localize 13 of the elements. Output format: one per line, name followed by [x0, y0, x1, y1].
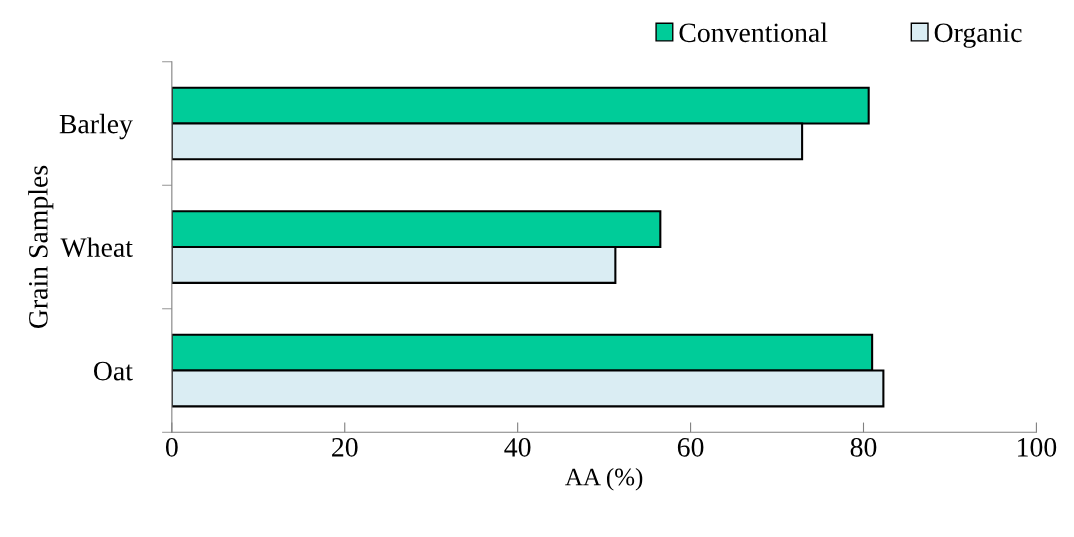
y-tick-label: Oat: [93, 361, 133, 381]
x-tick-label: 40: [504, 437, 531, 457]
y-tick-label: Barley: [59, 113, 133, 140]
x-tick-label: 0: [165, 437, 178, 457]
x-tick-label: 100: [1018, 437, 1057, 457]
x-tick-label: 20: [332, 437, 358, 457]
y-tick-label: Wheat: [60, 237, 133, 258]
legend-label: Organic: [934, 23, 1022, 48]
y-axis-title: Grain Samples: [28, 165, 54, 329]
x-tick-label: 80: [850, 437, 877, 457]
legend-label: Conventional: [679, 22, 828, 43]
x-axis-title: AA (%): [565, 467, 643, 491]
x-tick-label: 60: [677, 437, 704, 457]
